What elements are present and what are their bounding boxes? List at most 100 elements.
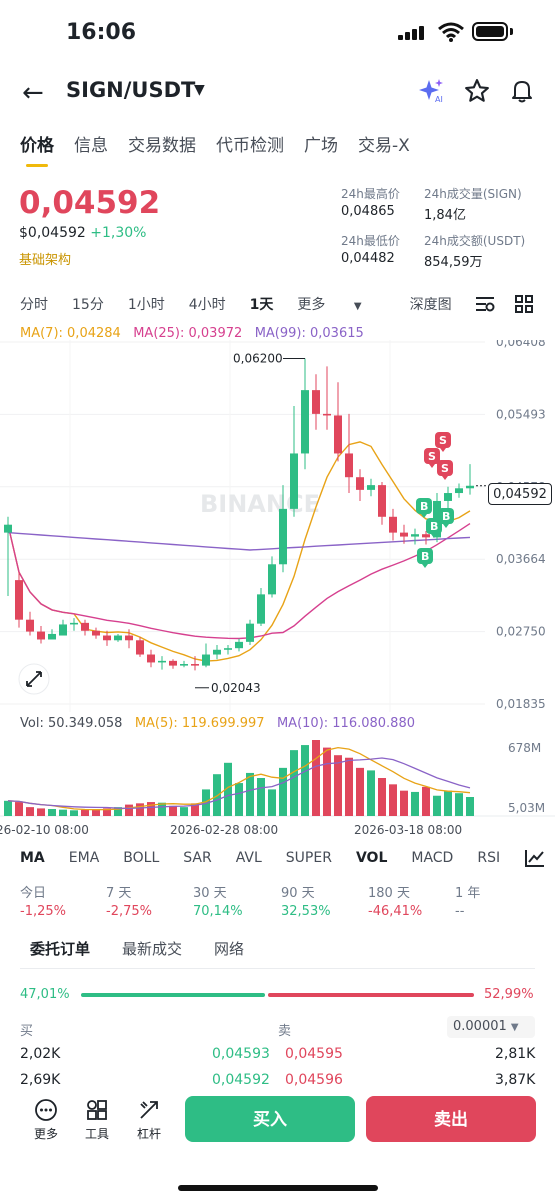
timeframe-line[interactable]: 分时: [20, 297, 48, 313]
candle-body: [444, 493, 452, 501]
volume-bar: [301, 745, 309, 816]
low-marker-label: 0,02043: [211, 681, 261, 695]
volume-bar: [191, 803, 199, 816]
tab-price[interactable]: 价格: [20, 136, 54, 156]
ask-quantity[interactable]: 3,87K: [495, 1072, 536, 1088]
bid-quantity[interactable]: 2,02K: [20, 1046, 61, 1062]
candle-body: [180, 664, 188, 666]
pair-dropdown-icon[interactable]: ▼: [194, 82, 205, 98]
sell-button[interactable]: 卖出: [366, 1096, 536, 1142]
date-axis-label: 2026-03-18 08:00: [354, 823, 462, 837]
volume-bar: [15, 802, 23, 816]
indicator-sar[interactable]: SAR: [183, 850, 212, 866]
indicator-vol[interactable]: VOL: [355, 850, 388, 866]
indicator-boll[interactable]: BOLL: [123, 850, 160, 866]
volume-bar: [37, 808, 45, 816]
current-price-tag: 0,04592: [488, 483, 552, 505]
indicator-chart-icon[interactable]: [524, 848, 546, 868]
candle-body: [290, 453, 298, 509]
volume-bar: [59, 809, 67, 816]
candle-body: [81, 622, 89, 631]
volume-bar: [213, 774, 221, 816]
price-axis-label: 0,03664: [496, 552, 546, 566]
tab-network[interactable]: 网络: [214, 940, 245, 958]
timeframe-1d[interactable]: 1天: [249, 297, 274, 313]
performance-value: 70,14%: [193, 904, 243, 919]
volume-bar: [125, 804, 133, 816]
more-button[interactable]: 更多: [26, 1098, 66, 1142]
home-indicator: [178, 1185, 378, 1191]
volume-bar: [136, 803, 144, 816]
timeframe-1h[interactable]: 1小时: [127, 297, 165, 313]
depth-chart-tab[interactable]: 深度图: [409, 297, 452, 313]
tab-latest-trades[interactable]: 最新成交: [122, 940, 183, 958]
ask-price[interactable]: 0,04596: [285, 1072, 343, 1088]
candle-body: [59, 624, 67, 636]
sell-marker-text: S: [428, 450, 436, 463]
fullscreen-icon[interactable]: [18, 663, 50, 695]
tools-icon: [87, 1100, 107, 1120]
bid-price[interactable]: 0,04593: [212, 1046, 270, 1062]
sell-marker: S: [437, 460, 453, 480]
volume-legend: Vol: 50.349.058 MA(5): 119.699.997 MA(10…: [20, 716, 415, 731]
volume-axis-max: 678M: [508, 741, 541, 755]
ask-quantity[interactable]: 2,81K: [495, 1046, 536, 1062]
price-step-select[interactable]: 0.00001 ▼: [447, 1016, 535, 1038]
status-time: 16:06: [66, 20, 137, 45]
candle-body: [246, 623, 254, 642]
category-tag[interactable]: 基础架构: [19, 253, 72, 268]
tab-order-book[interactable]: 委托订单: [30, 940, 91, 958]
tab-square[interactable]: 广场: [304, 136, 338, 156]
volume-bar: [323, 747, 331, 816]
chart-settings-icon[interactable]: [474, 294, 496, 314]
back-arrow-icon[interactable]: ←: [22, 78, 44, 108]
candle-body: [466, 485, 474, 489]
tab-trading-data[interactable]: 交易数据: [128, 136, 196, 156]
tab-token-check[interactable]: 代币检测: [216, 136, 284, 156]
tab-trade-x[interactable]: 交易-X: [358, 136, 410, 156]
sell-marker-pointer: [440, 448, 446, 452]
sell-marker-bubble: [435, 432, 451, 448]
ma-line: [7, 441, 471, 662]
tools-label: 工具: [84, 1127, 109, 1141]
timeframe-more-label: 更多: [297, 297, 326, 313]
timeframe-4h[interactable]: 4小时: [188, 297, 226, 313]
indicator-ma[interactable]: MA: [20, 850, 45, 866]
volume-bar: [180, 807, 188, 816]
indicator-rsi[interactable]: RSI: [477, 850, 501, 866]
candle-body: [169, 660, 177, 666]
buy-marker-text: B: [430, 520, 438, 533]
grid-layout-icon[interactable]: [514, 294, 534, 314]
indicator-macd[interactable]: MACD: [411, 850, 454, 866]
timeframe-more[interactable]: 更多 ▼: [297, 294, 385, 314]
buy-marker-text: B: [442, 510, 450, 523]
indicator-avl[interactable]: AVL: [235, 850, 262, 866]
star-icon[interactable]: [464, 78, 490, 104]
volume-ma-line: [7, 757, 471, 810]
tools-button[interactable]: 工具: [77, 1098, 117, 1142]
timeframe-15m[interactable]: 15分: [72, 297, 104, 313]
candle-body: [323, 413, 331, 416]
tab-info[interactable]: 信息: [74, 136, 108, 156]
volume-bar: [257, 778, 265, 816]
ma-line: [7, 523, 471, 640]
indicator-super[interactable]: SUPER: [285, 850, 332, 866]
ask-price[interactable]: 0,04595: [285, 1046, 343, 1062]
volume-bar: [4, 800, 12, 816]
bid-price[interactable]: 0,04592: [212, 1072, 270, 1088]
ma99-line: [7, 531, 471, 551]
orderbook-tabs: 委托订单 最新成交 网络: [30, 938, 276, 959]
ai-sparkle-icon[interactable]: AI: [418, 78, 446, 104]
buy-marker-pointer: [421, 514, 427, 518]
leverage-button[interactable]: 杠杆: [129, 1098, 169, 1142]
pair-title[interactable]: SIGN/USDT: [66, 78, 196, 102]
sell-marker: S: [435, 432, 451, 452]
sell-ratio: 52,99%: [484, 987, 534, 1002]
buy-button[interactable]: 买入: [185, 1096, 355, 1142]
indicator-ema[interactable]: EMA: [68, 850, 100, 866]
performance-period: 今日: [20, 886, 47, 901]
volume-bar: [92, 809, 100, 816]
bid-quantity[interactable]: 2,69K: [20, 1072, 61, 1088]
bell-icon[interactable]: [510, 78, 534, 104]
